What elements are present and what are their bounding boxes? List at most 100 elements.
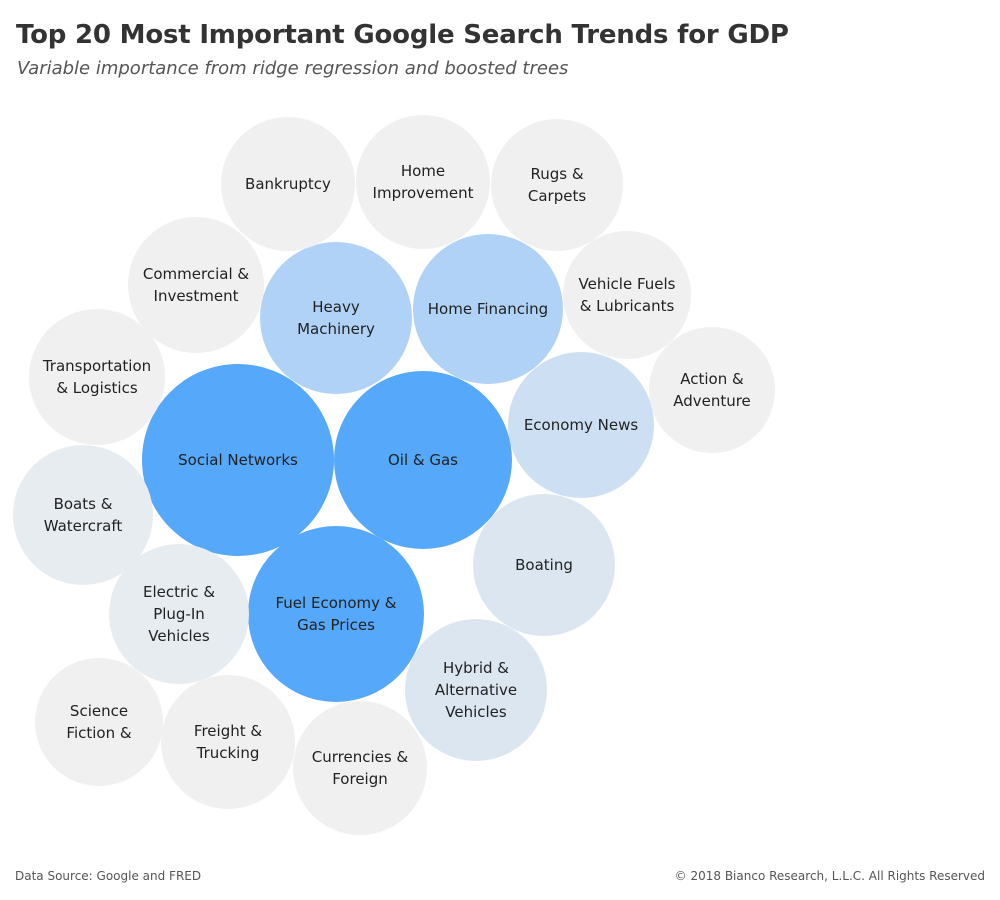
bubble-label-line: Social Networks	[178, 451, 298, 469]
copyright-note: © 2018 Bianco Research, L.L.C. All Right…	[674, 869, 985, 883]
bubble-label-line: Home	[401, 162, 445, 180]
bubble-label-line: Gas Prices	[297, 616, 375, 634]
data-source-note: Data Source: Google and FRED	[15, 869, 202, 883]
bubble-label: Vehicle Fuels & Lubricants	[579, 275, 676, 315]
bubble-label-line: Foreign	[332, 770, 388, 788]
bubble-label-line: Science	[70, 702, 128, 720]
bubble-label: Home Improvement	[373, 162, 474, 202]
bubble-heavy-machinery[interactable]: Heavy Machinery	[260, 242, 412, 394]
bubble-label-line: Investment	[154, 287, 239, 305]
bubble-label-line: Heavy	[312, 298, 360, 316]
bubble-label-line: Electric &	[143, 583, 215, 601]
bubble-label-line: Fuel Economy &	[275, 594, 396, 612]
bubble-label-line: Economy News	[524, 416, 639, 434]
bubble-circle	[649, 327, 775, 453]
bubble-label: Bankruptcy	[245, 175, 331, 193]
bubble-electric-and-plug-in-vehicles[interactable]: Electric & Plug-In Vehicles	[109, 544, 249, 684]
bubble-action-and-adventure[interactable]: Action & Adventure	[649, 327, 775, 453]
bubble-circle	[405, 619, 547, 761]
bubble-circle	[128, 217, 264, 353]
bubble-circle	[13, 445, 153, 585]
bubble-boats-and-watercraft[interactable]: Boats & Watercraft	[13, 445, 153, 585]
bubble-label-line: Vehicles	[445, 703, 507, 721]
bubble-circle	[260, 242, 412, 394]
bubble-label: Boats & Watercraft	[44, 495, 123, 535]
bubble-label: Transportation & Logistics	[42, 357, 151, 397]
bubble-label: Boating	[515, 556, 573, 574]
bubble-circle	[491, 119, 623, 251]
bubble-bankruptcy[interactable]: Bankruptcy	[221, 117, 355, 251]
bubble-label-line: Plug-In	[153, 605, 205, 623]
bubble-circle	[29, 309, 165, 445]
bubble-rugs-and-carpets[interactable]: Rugs & Carpets	[491, 119, 623, 251]
bubble-circle	[563, 231, 691, 359]
bubble-label-line: Rugs &	[530, 165, 583, 183]
bubble-label: Fuel Economy & Gas Prices	[275, 594, 396, 634]
bubble-label-line: Freight &	[194, 722, 262, 740]
bubble-currencies-and-foreign[interactable]: Currencies & Foreign	[293, 701, 427, 835]
bubble-economy-news[interactable]: Economy News	[508, 352, 654, 498]
bubble-label-line: Bankruptcy	[245, 175, 331, 193]
bubble-label: Electric & Plug-In Vehicles	[143, 583, 215, 645]
bubble-label: Home Financing	[428, 300, 548, 318]
bubble-label-line: Hybrid &	[443, 659, 509, 677]
bubble-label-line: Action &	[680, 370, 744, 388]
bubble-social-networks[interactable]: Social Networks	[142, 364, 334, 556]
bubble-label: Heavy Machinery	[297, 298, 375, 338]
bubble-label: Currencies & Foreign	[312, 748, 409, 788]
bubble-home-financing[interactable]: Home Financing	[413, 234, 563, 384]
bubble-label-line: Boating	[515, 556, 573, 574]
bubble-circle	[35, 658, 163, 786]
bubble-label: Economy News	[524, 416, 639, 434]
bubble-label-line: Improvement	[373, 184, 474, 202]
bubble-label: Action & Adventure	[673, 370, 751, 410]
bubble-label-line: Carpets	[528, 187, 586, 205]
bubble-label: Social Networks	[178, 451, 298, 469]
bubble-label-line: & Logistics	[56, 379, 138, 397]
bubble-science-fiction-and[interactable]: Science Fiction &	[35, 658, 163, 786]
bubble-label: Hybrid & Alternative Vehicles	[435, 659, 517, 721]
bubble-circle	[109, 544, 249, 684]
bubble-oil-and-gas[interactable]: Oil & Gas	[334, 371, 512, 549]
bubble-fuel-economy-and-gas-prices[interactable]: Fuel Economy & Gas Prices	[248, 526, 424, 702]
bubble-label: Freight & Trucking	[194, 722, 262, 762]
bubble-label-line: Vehicle Fuels	[579, 275, 676, 293]
bubble-label-line: Alternative	[435, 681, 517, 699]
bubble-label-line: Vehicles	[148, 627, 210, 645]
bubble-label-line: Adventure	[673, 392, 751, 410]
bubble-label: Commercial & Investment	[143, 265, 249, 305]
bubble-label-line: Home Financing	[428, 300, 548, 318]
bubble-label-line: Oil & Gas	[388, 451, 458, 469]
bubble-label-line: Transportation	[42, 357, 151, 375]
bubble-circle	[221, 117, 355, 251]
bubble-circle	[356, 115, 490, 249]
bubble-vehicle-fuels-and-lubricants[interactable]: Vehicle Fuels & Lubricants	[563, 231, 691, 359]
bubble-freight-and-trucking[interactable]: Freight & Trucking	[161, 675, 295, 809]
bubble-label-line: Commercial &	[143, 265, 249, 283]
bubble-hybrid-and-alternative-vehicles[interactable]: Hybrid & Alternative Vehicles	[405, 619, 547, 761]
bubble-label: Oil & Gas	[388, 451, 458, 469]
bubble-label-line: & Lubricants	[580, 297, 675, 315]
bubble-label-line: Trucking	[196, 744, 260, 762]
bubble-commercial-and-investment[interactable]: Commercial & Investment	[128, 217, 264, 353]
bubble-circle	[142, 364, 334, 556]
bubble-circle	[413, 234, 563, 384]
bubble-label-line: Boats &	[54, 495, 113, 513]
bubble-circle	[473, 494, 615, 636]
bubble-circle	[508, 352, 654, 498]
bubble-transportation-and-logistics[interactable]: Transportation & Logistics	[29, 309, 165, 445]
bubble-label-line: Watercraft	[44, 517, 123, 535]
chart-title: Top 20 Most Important Google Search Tren…	[16, 20, 789, 50]
bubble-home-improvement[interactable]: Home Improvement	[356, 115, 490, 249]
bubble-label-line: Fiction &	[66, 724, 131, 742]
bubble-circle	[161, 675, 295, 809]
bubble-label-line: Machinery	[297, 320, 375, 338]
bubble-boating[interactable]: Boating	[473, 494, 615, 636]
bubble-circle	[334, 371, 512, 549]
bubble-label: Rugs & Carpets	[528, 165, 586, 205]
bubble-label-line: Currencies &	[312, 748, 409, 766]
bubble-label: Science Fiction &	[66, 702, 131, 742]
chart-subtitle: Variable importance from ridge regressio…	[17, 58, 569, 79]
bubble-circle	[293, 701, 427, 835]
